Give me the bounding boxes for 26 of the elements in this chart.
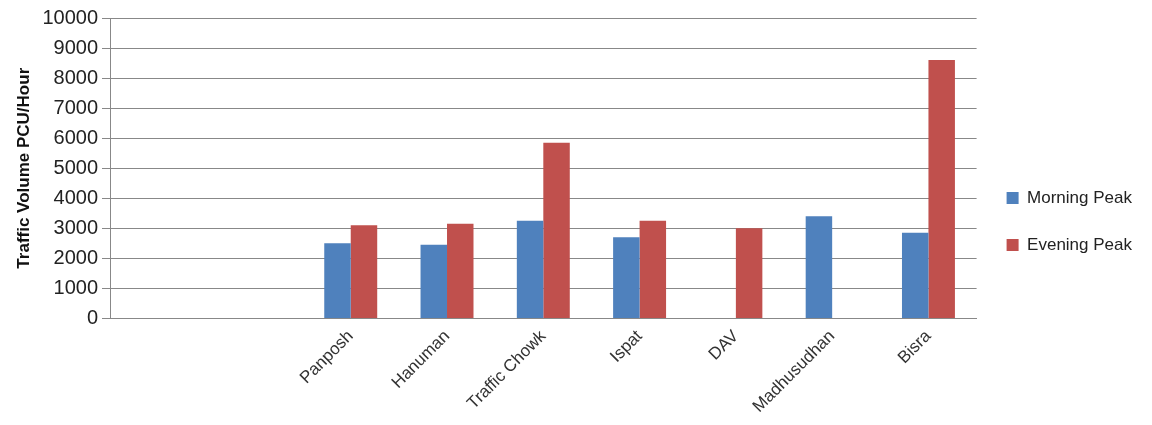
y-tick-label: 0	[86, 305, 99, 328]
y-axis-title: Traffic Volume PCU/Hour	[13, 67, 33, 269]
bar	[639, 220, 667, 318]
bar	[350, 225, 378, 318]
bar	[735, 228, 763, 318]
legend-label: Evening Peak	[1027, 234, 1133, 254]
y-tick-label: 2000	[53, 245, 99, 268]
y-tick-label: 4000	[53, 185, 99, 208]
bar	[613, 237, 640, 318]
bar	[447, 223, 474, 318]
y-tick-label: 8000	[53, 65, 99, 88]
bar	[324, 243, 351, 318]
legend-label: Morning Peak	[1027, 187, 1133, 207]
y-tick-label: 6000	[53, 125, 99, 148]
bar	[516, 220, 544, 318]
bar	[420, 244, 448, 318]
y-tick-label: 1000	[53, 275, 99, 298]
y-tick-label: 10000	[42, 5, 99, 28]
bar	[805, 216, 833, 318]
bar	[928, 60, 955, 318]
bar	[901, 232, 929, 318]
y-tick-label: 9000	[53, 35, 99, 58]
bar	[543, 142, 570, 318]
y-tick-label: 5000	[53, 155, 99, 178]
y-tick-label: 3000	[53, 215, 99, 238]
y-tick-label: 7000	[53, 95, 99, 118]
